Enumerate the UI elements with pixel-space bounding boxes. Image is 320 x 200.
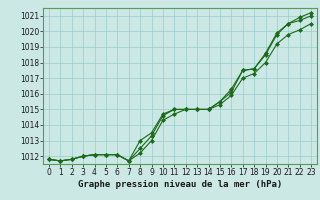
X-axis label: Graphe pression niveau de la mer (hPa): Graphe pression niveau de la mer (hPa) [78,180,282,189]
